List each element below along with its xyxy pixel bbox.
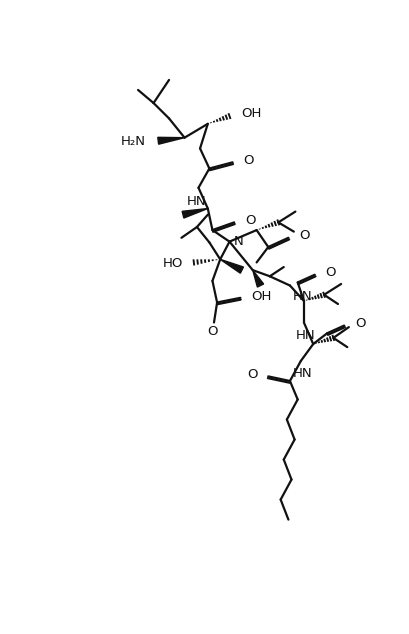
Text: HO: HO — [162, 257, 182, 269]
Text: HN: HN — [295, 328, 315, 342]
Text: N: N — [234, 235, 243, 248]
Polygon shape — [252, 270, 263, 287]
Text: O: O — [207, 325, 217, 338]
Polygon shape — [182, 209, 207, 218]
Text: O: O — [243, 153, 253, 167]
Text: HN: HN — [292, 290, 312, 303]
Text: O: O — [246, 368, 257, 381]
Text: O: O — [325, 266, 335, 279]
Text: O: O — [245, 214, 255, 226]
Polygon shape — [220, 259, 243, 273]
Text: OH: OH — [240, 107, 261, 120]
Text: HN: HN — [186, 195, 205, 208]
Text: OH: OH — [251, 290, 271, 303]
Text: O: O — [299, 229, 309, 242]
Text: HN: HN — [292, 367, 311, 380]
Polygon shape — [157, 138, 184, 144]
Text: O: O — [354, 317, 365, 330]
Text: H₂N: H₂N — [121, 135, 146, 148]
